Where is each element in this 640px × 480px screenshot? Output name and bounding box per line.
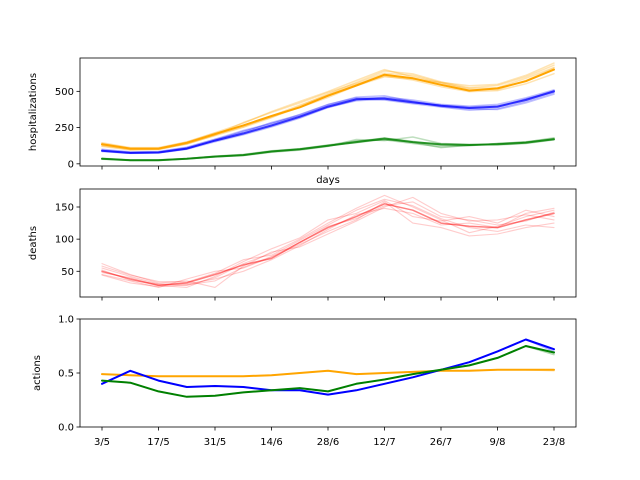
hospitalizations-series-line-0 — [101, 68, 555, 150]
hospitalizations-series-line-3 — [101, 72, 555, 151]
actions-x-tick-label: 14/6 — [260, 437, 282, 448]
hospitalizations-xlabel: days — [316, 175, 340, 186]
actions-x-tick-label: 23/8 — [543, 437, 565, 448]
actions-ylabel: actions — [32, 355, 43, 391]
actions-x-tick-label: 31/5 — [204, 437, 226, 448]
actions-y-ticks: 0.0 0.5 1.0 — [58, 315, 80, 434]
hospitalizations-series-line-8 — [101, 89, 555, 155]
actions-series-line-3 — [101, 338, 555, 396]
actions-x-tick-label: 9/8 — [489, 437, 505, 448]
hospitalizations-series-line-10 — [101, 89, 555, 154]
actions-panel: 0.0 0.5 1.0 3/5 17/5 31/5 14/6 28/6 12/7 26/7 9/8… — [32, 315, 577, 448]
actions-x-tick-label: 3/5 — [94, 437, 110, 448]
actions-y-tick-label: 0.5 — [58, 369, 74, 380]
hospitalizations-series-line-17 — [101, 138, 555, 161]
hospitalizations-y-tick-label: 250 — [55, 123, 74, 134]
deaths-series-line-6 — [101, 198, 555, 283]
actions-series-line-0 — [101, 368, 555, 378]
hospitalizations-series-line-14 — [101, 136, 555, 162]
actions-x-tick-label: 17/5 — [147, 437, 169, 448]
hospitalizations-series-line-16 — [101, 137, 555, 162]
hospitalizations-series-line-13 — [101, 137, 555, 161]
deaths-ylabel: deaths — [28, 226, 39, 260]
hospitalizations-series — [101, 62, 555, 162]
deaths-y-tick-label: 100 — [55, 235, 74, 246]
hospitalizations-series-line-4 — [101, 62, 555, 149]
actions-series — [101, 338, 555, 398]
hospitalizations-y-ticks: 0 250 500 — [55, 87, 80, 170]
hospitalizations-ylabel: hospitalizations — [28, 73, 39, 151]
hospitalizations-x-ticks — [101, 166, 555, 170]
actions-y-tick-label: 0.0 — [58, 423, 74, 434]
hospitalizations-series-line-6 — [101, 90, 555, 154]
deaths-y-tick-label: 50 — [61, 267, 74, 278]
hospitalizations-y-tick-label: 500 — [55, 87, 74, 98]
deaths-y-ticks: 50 100 150 — [55, 203, 80, 278]
hospitalizations-series-line-5 — [101, 67, 555, 151]
hospitalizations-series-line-15 — [101, 136, 555, 161]
deaths-series-line-2 — [101, 196, 555, 288]
deaths-y-tick-label: 150 — [55, 203, 74, 214]
hospitalizations-y-tick-label: 0 — [68, 159, 74, 170]
actions-x-tick-label: 26/7 — [430, 437, 452, 448]
hospitalizations-series-line-2 — [101, 66, 555, 149]
deaths-series-line-5 — [101, 207, 555, 285]
actions-x-tick-label: 12/7 — [373, 437, 395, 448]
hospitalizations-series-line-7 — [101, 93, 555, 153]
deaths-series-line-0 — [101, 203, 555, 287]
deaths-panel: 50 100 150 deaths — [28, 188, 577, 301]
actions-y-tick-label: 1.0 — [58, 315, 74, 326]
deaths-series-line-1 — [101, 194, 555, 286]
deaths-x-ticks — [101, 297, 555, 301]
deaths-series-line-3 — [101, 201, 555, 288]
hospitalizations-series-line-1 — [101, 64, 555, 151]
actions-x-tick-label: 28/6 — [317, 437, 339, 448]
deaths-series — [101, 194, 555, 288]
actions-series-line-5 — [101, 345, 555, 398]
hospitalizations-series-line-11 — [101, 91, 555, 154]
actions-x-ticks: 3/5 17/5 31/5 14/6 28/6 12/7 26/7 9/8 23/8 — [94, 427, 565, 448]
deaths-series-line-7 — [101, 201, 555, 288]
hospitalizations-series-line-12 — [101, 137, 555, 162]
actions-series-line-4 — [101, 345, 555, 398]
hospitalizations-panel: 0 250 500 hospitalizations days — [28, 57, 577, 186]
actions-series-line-2 — [101, 338, 555, 396]
deaths-series-line-4 — [101, 200, 555, 288]
actions-series-line-1 — [101, 369, 555, 377]
hospitalizations-series-line-9 — [101, 92, 555, 153]
